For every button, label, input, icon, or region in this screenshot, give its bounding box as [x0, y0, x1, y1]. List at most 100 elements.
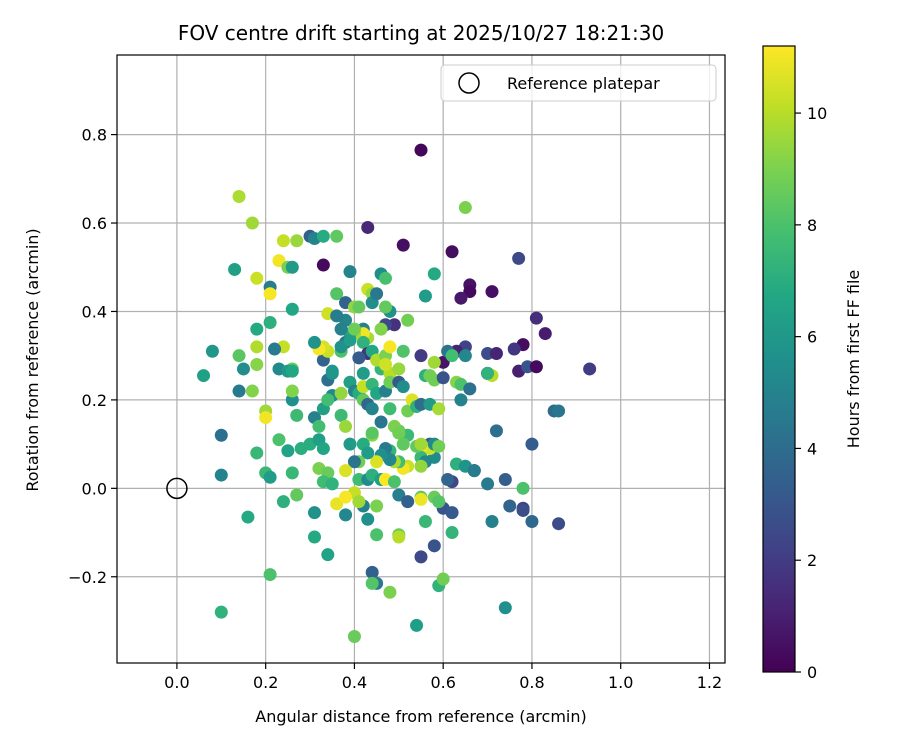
data-point	[325, 477, 339, 491]
data-point	[285, 364, 299, 378]
colorbar-tick-label: 4	[807, 439, 817, 458]
data-point	[370, 287, 384, 301]
data-point	[352, 300, 366, 314]
data-point	[401, 495, 415, 509]
data-point	[463, 285, 477, 299]
data-point	[245, 384, 259, 398]
data-point	[418, 515, 432, 529]
data-point	[321, 393, 335, 407]
data-point	[396, 380, 410, 394]
y-tick-label: 0.0	[82, 479, 107, 498]
data-point	[414, 349, 428, 363]
data-point	[343, 437, 357, 451]
data-point	[454, 291, 468, 305]
data-point	[378, 300, 392, 314]
data-point	[512, 251, 526, 265]
data-point	[263, 470, 277, 484]
plot-frame	[116, 54, 726, 664]
data-point	[445, 245, 459, 259]
data-point	[507, 342, 521, 356]
data-point	[334, 386, 348, 400]
data-point	[392, 530, 406, 544]
data-point	[498, 472, 512, 486]
legend-marker-reference	[458, 72, 480, 94]
data-point	[378, 271, 392, 285]
data-point	[352, 351, 366, 365]
data-point	[343, 333, 357, 347]
data-point	[228, 262, 242, 276]
data-point	[347, 455, 361, 469]
data-point	[365, 426, 379, 440]
data-point	[552, 404, 566, 418]
data-point	[214, 468, 228, 482]
data-point	[352, 495, 366, 509]
data-point	[285, 384, 299, 398]
data-point	[529, 360, 543, 374]
data-point	[339, 464, 353, 478]
data-point	[339, 508, 353, 522]
data-point	[485, 515, 499, 529]
data-point	[525, 437, 539, 451]
legend-label-reference: Reference platepar	[507, 74, 660, 93]
data-point	[330, 309, 344, 323]
colorbar-gradient	[763, 46, 795, 672]
data-point	[285, 302, 299, 316]
data-point	[250, 446, 264, 460]
colorbar-frame	[762, 45, 796, 673]
data-point	[307, 530, 321, 544]
x-axis-ticks: 0.0 0.2 0.4 0.6 0.8 1.0 1.2	[164, 663, 722, 692]
colorbar-ticks: 0 2 4 6 8 10	[795, 104, 827, 682]
y-tick-label: 0.4	[82, 302, 107, 321]
data-point	[290, 234, 304, 248]
data-point	[285, 260, 299, 274]
data-point	[396, 437, 410, 451]
data-point	[259, 411, 273, 425]
data-point	[307, 335, 321, 349]
data-point	[489, 424, 503, 438]
data-point	[263, 316, 277, 330]
data-point	[334, 340, 348, 354]
data-point	[361, 512, 375, 526]
data-point	[347, 322, 361, 336]
data-point	[250, 358, 264, 372]
data-point	[414, 143, 428, 157]
data-point	[370, 528, 384, 542]
colorbar: 0 2 4 6 8 10 Hours from first FF file	[762, 45, 863, 682]
data-point	[370, 455, 384, 469]
colorbar-tick-label: 6	[807, 328, 817, 347]
data-point	[339, 419, 353, 433]
data-point	[268, 342, 282, 356]
data-point	[583, 362, 597, 376]
x-tick-label: 0.8	[519, 673, 544, 692]
data-point	[401, 313, 415, 327]
data-point	[241, 510, 255, 524]
data-point	[356, 366, 370, 380]
data-point	[312, 419, 326, 433]
y-axis-label: Rotation from reference (arcmin)	[23, 228, 42, 491]
data-point	[281, 444, 295, 458]
data-point	[414, 550, 428, 564]
data-point	[538, 327, 552, 341]
data-point	[316, 442, 330, 456]
data-point	[498, 601, 512, 615]
data-point	[339, 490, 353, 504]
data-point	[290, 488, 304, 502]
data-point	[392, 488, 406, 502]
data-point	[285, 466, 299, 480]
data-point	[414, 437, 428, 451]
data-point	[445, 349, 459, 363]
data-point	[432, 495, 446, 509]
data-point	[427, 355, 441, 369]
x-tick-label: 0.6	[430, 673, 455, 692]
data-point	[485, 285, 499, 299]
y-tick-label: 0.6	[82, 214, 107, 233]
colorbar-tick-label: 2	[807, 551, 817, 570]
data-point	[378, 358, 392, 372]
data-point	[236, 362, 250, 376]
data-point	[250, 322, 264, 336]
data-point	[321, 548, 335, 562]
y-tick-label: 0.2	[82, 391, 107, 410]
data-point	[343, 265, 357, 279]
data-point	[503, 499, 517, 513]
data-point	[365, 576, 379, 590]
